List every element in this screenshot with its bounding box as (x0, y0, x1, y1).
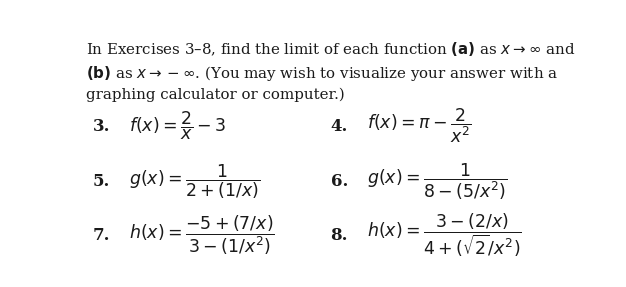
Text: $f(x) = \pi - \dfrac{2}{x^2}$: $f(x) = \pi - \dfrac{2}{x^2}$ (367, 107, 471, 146)
Text: 3.: 3. (93, 118, 110, 135)
Text: In Exercises 3–8, find the limit of each function $\mathbf{(a)}$ as $x\rightarro: In Exercises 3–8, find the limit of each… (86, 40, 575, 58)
Text: $h(x) = \dfrac{-5 + (7/x)}{3 - (1/x^2)}$: $h(x) = \dfrac{-5 + (7/x)}{3 - (1/x^2)}$ (129, 214, 275, 257)
Text: graphing calculator or computer.): graphing calculator or computer.) (86, 88, 344, 102)
Text: 4.: 4. (331, 118, 348, 135)
Text: $\mathbf{(b)}$ as $x\rightarrow -\infty$. (You may wish to visualize your answer: $\mathbf{(b)}$ as $x\rightarrow -\infty$… (86, 64, 558, 83)
Text: $g(x) = \dfrac{1}{2 + (1/x)}$: $g(x) = \dfrac{1}{2 + (1/x)}$ (129, 162, 260, 201)
Text: 7.: 7. (93, 227, 110, 244)
Text: $g(x) = \dfrac{1}{8 - (5/x^2)}$: $g(x) = \dfrac{1}{8 - (5/x^2)}$ (367, 161, 507, 202)
Text: 6.: 6. (331, 173, 348, 190)
Text: 8.: 8. (331, 227, 348, 244)
Text: $f(x) = \dfrac{2}{x} - 3$: $f(x) = \dfrac{2}{x} - 3$ (129, 110, 227, 142)
Text: $h(x) = \dfrac{3 - (2/x)}{4 + (\sqrt{2}/x^2)}$: $h(x) = \dfrac{3 - (2/x)}{4 + (\sqrt{2}/… (367, 212, 522, 259)
Text: 5.: 5. (93, 173, 110, 190)
